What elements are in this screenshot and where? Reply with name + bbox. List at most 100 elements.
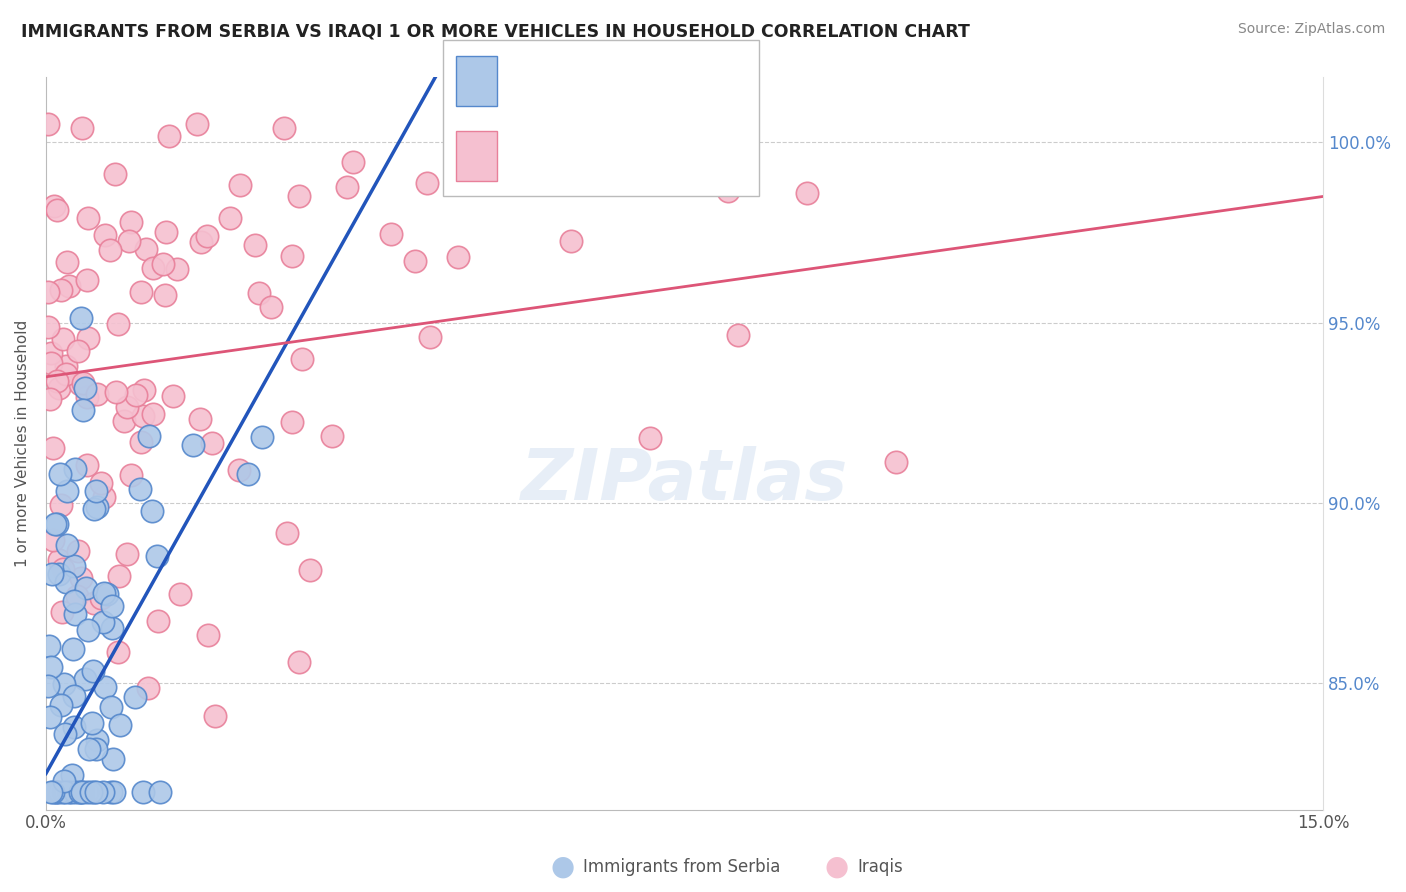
Point <box>120 468 142 483</box>
Point <box>53 774 76 789</box>
Point <box>107 645 129 659</box>
Point <box>125 387 148 401</box>
Text: 78: 78 <box>690 70 717 88</box>
Point <box>104 167 127 181</box>
Point <box>101 751 124 765</box>
Point <box>76 273 98 287</box>
FancyBboxPatch shape <box>443 40 759 196</box>
Point <box>76 390 98 404</box>
Point <box>131 409 153 423</box>
Point <box>48 566 70 581</box>
Point <box>342 155 364 169</box>
Bar <box>456 55 496 106</box>
Point <box>70 120 93 135</box>
Point <box>76 623 98 637</box>
Point <box>49 698 72 712</box>
Point <box>404 254 426 268</box>
Point <box>149 784 172 798</box>
Point <box>69 310 91 325</box>
Point <box>51 499 73 513</box>
Text: ●: ● <box>550 853 575 881</box>
Point <box>152 257 174 271</box>
Point <box>129 483 152 497</box>
Point <box>52 332 75 346</box>
Point <box>58 278 80 293</box>
Point <box>63 689 86 703</box>
Point <box>94 228 117 243</box>
Point <box>228 463 250 477</box>
Point <box>321 429 343 443</box>
Point <box>56 254 79 268</box>
Point <box>52 784 75 798</box>
Point <box>72 784 94 798</box>
Point <box>45 784 67 798</box>
Point <box>142 261 165 276</box>
Point <box>96 586 118 600</box>
Point <box>101 621 124 635</box>
Text: ●: ● <box>824 853 849 881</box>
Point <box>65 462 87 476</box>
Point <box>287 656 309 670</box>
Point <box>90 591 112 605</box>
Text: IMMIGRANTS FROM SERBIA VS IRAQI 1 OR MORE VEHICLES IN HOUSEHOLD CORRELATION CHAR: IMMIGRANTS FROM SERBIA VS IRAQI 1 OR MOR… <box>21 22 970 40</box>
Point <box>39 346 62 360</box>
Point <box>86 387 108 401</box>
Point <box>37 679 59 693</box>
Point <box>80 784 103 798</box>
Point <box>236 467 259 481</box>
Text: N =: N = <box>640 70 682 88</box>
Point <box>419 330 441 344</box>
Point <box>62 594 84 608</box>
Point <box>45 202 67 217</box>
Point <box>84 742 107 756</box>
Point <box>63 607 86 621</box>
Point <box>273 120 295 135</box>
Point <box>45 374 67 388</box>
Point <box>638 431 661 445</box>
Point <box>100 784 122 798</box>
Point <box>183 438 205 452</box>
Point <box>55 574 77 589</box>
Point <box>86 732 108 747</box>
Point <box>39 784 62 798</box>
Point <box>37 285 59 299</box>
Point <box>62 641 84 656</box>
Point <box>55 784 77 798</box>
Point <box>42 441 65 455</box>
Point <box>83 501 105 516</box>
Point <box>51 605 73 619</box>
Point <box>86 484 108 499</box>
Point <box>45 784 67 798</box>
Point <box>229 178 252 192</box>
Point <box>145 549 167 563</box>
Point <box>70 784 93 798</box>
Point <box>281 249 304 263</box>
Point <box>131 434 153 449</box>
Point <box>48 381 70 395</box>
Point <box>55 359 77 374</box>
Point <box>336 180 359 194</box>
Point <box>38 392 60 407</box>
Point <box>129 285 152 299</box>
Point <box>103 784 125 798</box>
Point <box>83 596 105 610</box>
Point <box>131 784 153 798</box>
Point <box>166 262 188 277</box>
Point <box>112 414 135 428</box>
Point <box>73 381 96 395</box>
Point <box>98 244 121 258</box>
Point <box>69 377 91 392</box>
Point <box>100 700 122 714</box>
Text: Iraqis: Iraqis <box>858 858 904 876</box>
Point <box>201 435 224 450</box>
Point <box>138 429 160 443</box>
Point <box>69 784 91 798</box>
Point <box>48 553 70 567</box>
Point <box>204 709 226 723</box>
Point <box>44 516 66 531</box>
Point <box>73 672 96 686</box>
Point <box>49 467 72 482</box>
Text: R =: R = <box>509 70 551 88</box>
Point <box>245 237 267 252</box>
Point <box>135 242 157 256</box>
